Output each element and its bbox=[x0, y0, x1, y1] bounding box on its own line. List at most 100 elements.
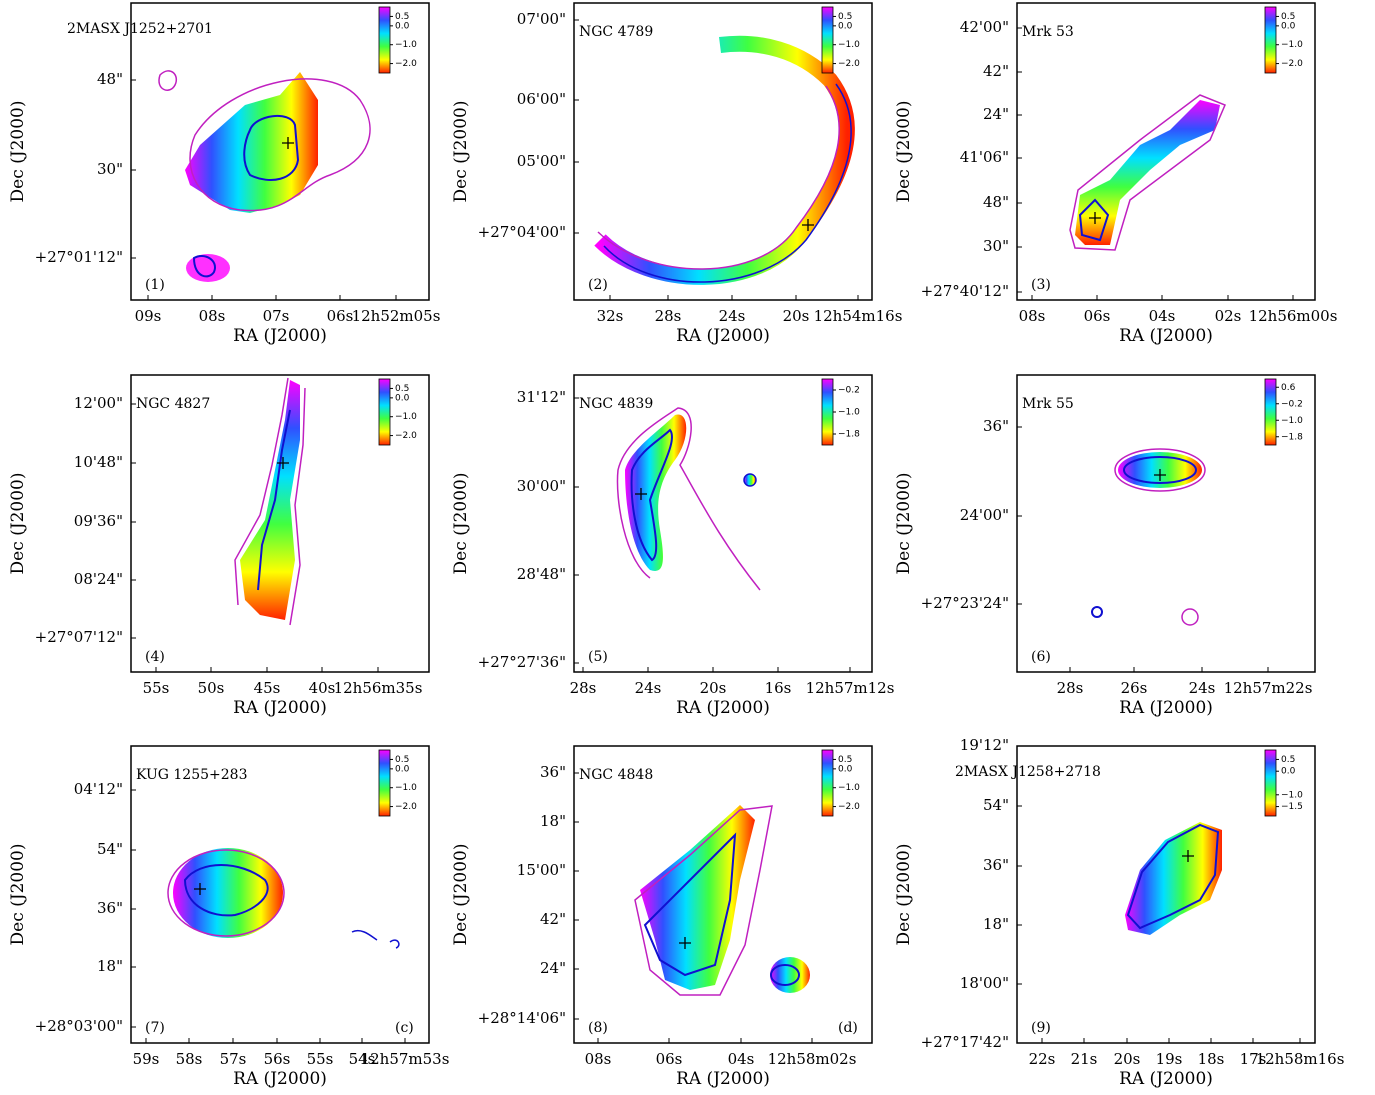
x-tick-label: 06s bbox=[656, 1050, 683, 1068]
colorbar bbox=[378, 749, 391, 817]
colorbar-tick-label: 0.5 bbox=[395, 384, 409, 394]
colorbar-tick-label: −2.0 bbox=[838, 802, 860, 812]
y-tick-label: 28'48" bbox=[517, 565, 566, 583]
panel-frame bbox=[1016, 374, 1316, 673]
y-axis-label: Dec (J2000) bbox=[894, 473, 914, 575]
source-name: 2MASX J1258+2718 bbox=[955, 764, 1101, 780]
y-tick-label: 42" bbox=[540, 910, 566, 928]
x-tick-label: 12h57m22s bbox=[1224, 679, 1313, 697]
colorbar-tick-label: 0.5 bbox=[1281, 755, 1295, 765]
y-axis-label: Dec (J2000) bbox=[894, 844, 914, 946]
y-tick-label: 07'00" bbox=[517, 10, 566, 28]
colorbar-tick-label: −2.0 bbox=[395, 431, 417, 441]
x-tick-label: 22s bbox=[1029, 1050, 1056, 1068]
colorbar-tick-label: 0.5 bbox=[838, 755, 852, 765]
source-name: 2MASX J1252+2701 bbox=[67, 21, 213, 37]
x-axis-label: RA (J2000) bbox=[1119, 326, 1213, 346]
colorbar-tick-label: −1.0 bbox=[395, 412, 417, 422]
x-tick-label: 04s bbox=[728, 1050, 755, 1068]
x-tick-label: 45s bbox=[254, 679, 281, 697]
panel-number: (3) bbox=[1031, 277, 1051, 293]
panel-tag: (c) bbox=[395, 1020, 414, 1036]
x-tick-label: 59s bbox=[133, 1050, 160, 1068]
x-tick-label: 24s bbox=[719, 307, 746, 325]
colorbar-tick-label: 0.0 bbox=[1281, 767, 1296, 777]
y-tick-label: +27°27'36" bbox=[478, 653, 566, 671]
y-tick-label: 24" bbox=[983, 105, 1009, 123]
x-tick-label: 19s bbox=[1156, 1050, 1183, 1068]
panel-number: (1) bbox=[145, 277, 165, 293]
colorbar-tick-label: 0.0 bbox=[838, 764, 853, 774]
y-axis-label: Dec (J2000) bbox=[894, 101, 914, 203]
panel-frame bbox=[573, 374, 873, 673]
y-tick-label: 12'00" bbox=[74, 394, 123, 412]
x-tick-label: 50s bbox=[198, 679, 225, 697]
y-axis-label: Dec (J2000) bbox=[8, 101, 28, 203]
x-tick-label: 24s bbox=[635, 679, 662, 697]
x-tick-label: 26s bbox=[1121, 679, 1148, 697]
colorbar bbox=[821, 749, 834, 817]
center-marker bbox=[802, 219, 814, 231]
panel-frame bbox=[130, 745, 430, 1044]
colorbar-tick-label: 0.0 bbox=[395, 21, 410, 31]
emission bbox=[1069, 94, 1226, 251]
x-axis-label: RA (J2000) bbox=[676, 698, 770, 718]
y-tick-label: 08'24" bbox=[74, 570, 123, 588]
x-tick-label: 12h54m16s bbox=[814, 307, 903, 325]
x-axis-label: RA (J2000) bbox=[1119, 698, 1213, 718]
panel-frame bbox=[1016, 745, 1316, 1044]
colorbar-tick-label: 0.0 bbox=[1281, 21, 1296, 31]
y-tick-label: 36" bbox=[97, 899, 123, 917]
y-tick-label: 18" bbox=[97, 957, 123, 975]
x-tick-label: 04s bbox=[1149, 307, 1176, 325]
x-axis-label: RA (J2000) bbox=[676, 1069, 770, 1089]
colorbar-tick-label: −0.2 bbox=[838, 386, 860, 396]
emission bbox=[630, 428, 673, 562]
emission bbox=[189, 78, 371, 212]
colorbar-tick-label: −1.5 bbox=[1281, 802, 1303, 812]
x-tick-label: 20s bbox=[783, 307, 810, 325]
source-name: Mrk 55 bbox=[1022, 396, 1074, 412]
colorbar-tick-label: −1.0 bbox=[838, 40, 860, 50]
y-tick-label: +27°01'12" bbox=[35, 248, 123, 266]
colorbar-tick-label: −2.0 bbox=[838, 59, 860, 69]
x-tick-label: 08s bbox=[585, 1050, 612, 1068]
x-tick-label: 28s bbox=[570, 679, 597, 697]
source-name: Mrk 53 bbox=[1022, 24, 1074, 40]
x-tick-label: 08s bbox=[1019, 307, 1046, 325]
emission bbox=[594, 35, 855, 285]
y-tick-label: 36" bbox=[983, 417, 1009, 435]
y-tick-label: 18" bbox=[983, 915, 1009, 933]
x-tick-label: 55s bbox=[143, 679, 170, 697]
x-tick-label: 24s bbox=[1189, 679, 1216, 697]
colorbar-tick-label: −1.8 bbox=[838, 430, 860, 440]
emission bbox=[167, 849, 285, 937]
y-axis-label: Dec (J2000) bbox=[451, 844, 471, 946]
emission bbox=[186, 254, 230, 282]
emission bbox=[234, 377, 306, 626]
y-tick-label: 19'12" bbox=[960, 736, 1009, 754]
emission bbox=[770, 964, 800, 986]
emission bbox=[640, 805, 755, 990]
y-tick-label: +27°17'42" bbox=[921, 1033, 1009, 1051]
y-tick-label: 42" bbox=[983, 62, 1009, 80]
y-tick-label: 04'12" bbox=[74, 780, 123, 798]
colorbar-tick-label: 0.6 bbox=[1281, 383, 1296, 393]
x-tick-label: 18s bbox=[1198, 1050, 1225, 1068]
colorbar-tick-label: 0.5 bbox=[1281, 12, 1295, 22]
colorbar-tick-label: 0.5 bbox=[395, 12, 409, 22]
panel: 28s 26s 24s 12h57m22s 36" 24'00" +27°23'24" RA … bbox=[894, 374, 1316, 718]
y-tick-label: 42'00" bbox=[960, 18, 1009, 36]
y-tick-label: 30'00" bbox=[517, 477, 566, 495]
colorbar-tick-label: 0.0 bbox=[395, 393, 410, 403]
x-tick-label: 17s bbox=[1240, 1050, 1267, 1068]
emission bbox=[1078, 198, 1110, 242]
x-axis-label: RA (J2000) bbox=[233, 1069, 327, 1089]
emission bbox=[597, 85, 840, 270]
x-tick-label: 28s bbox=[1057, 679, 1084, 697]
y-tick-label: 10'48" bbox=[74, 453, 123, 471]
